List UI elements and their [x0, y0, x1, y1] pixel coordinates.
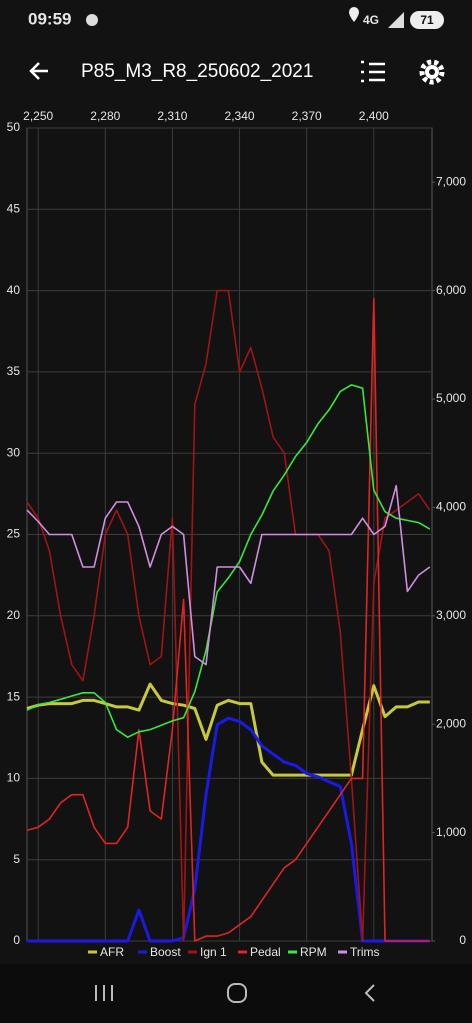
y-tick-label: 35	[7, 364, 21, 378]
y-tick-label: 0	[13, 933, 20, 947]
legend-label: Boost	[150, 945, 181, 959]
notification-icon	[86, 14, 98, 26]
y-tick-label: 45	[7, 201, 21, 215]
app-title: P85_M3_R8_250602_2021	[81, 61, 313, 82]
x-tick-label: 2,280	[90, 109, 120, 123]
y2-tick-label: 2,000	[436, 716, 466, 730]
nav-bar	[0, 964, 472, 1023]
y-tick-label: 20	[7, 608, 21, 622]
y-tick-label: 10	[7, 771, 21, 785]
status-time: 09:59	[28, 9, 71, 28]
back-button[interactable]	[29, 62, 48, 80]
legend-label: Ign 1	[200, 945, 227, 959]
y-tick-label: 25	[7, 527, 21, 541]
back-nav-button[interactable]	[364, 984, 375, 1002]
y2-tick-label: 0	[459, 933, 466, 947]
battery-icon	[410, 11, 444, 29]
y2-tick-label: 6,000	[436, 283, 466, 297]
home-button[interactable]	[227, 983, 247, 1003]
series-line	[26, 289, 431, 942]
y2-tick-label: 5,000	[436, 391, 466, 405]
settings-button[interactable]	[419, 59, 445, 85]
legend-label: RPM	[300, 945, 327, 959]
y-tick-label: 50	[7, 120, 21, 134]
list-button[interactable]	[361, 60, 385, 83]
y-tick-label: 40	[7, 283, 21, 297]
series-line	[26, 384, 431, 738]
series-line	[26, 297, 430, 942]
x-tick-label: 2,370	[292, 109, 322, 123]
x-tick-label: 2,340	[225, 109, 255, 123]
y-tick-label: 5	[13, 852, 20, 866]
network-label: 4G	[363, 13, 379, 27]
y2-tick-label: 1,000	[436, 825, 466, 839]
y-tick-label: 15	[7, 689, 21, 703]
y2-tick-label: 3,000	[436, 608, 466, 622]
legend-label: AFR	[100, 945, 124, 959]
plot: 0 5 10 15 20 25 30 35 40 45 50 0 1,000 2,000 3,000 4,00…	[7, 109, 467, 959]
x-tick-label: 2,250	[23, 109, 53, 123]
location-icon	[349, 7, 359, 22]
recents-button[interactable]	[95, 985, 113, 1001]
x-tick-label: 2,310	[157, 109, 187, 123]
signal-icon	[388, 12, 404, 28]
x-tick-label: 2,400	[359, 109, 389, 123]
legend-label: Trims	[350, 945, 380, 959]
y2-tick-label: 7,000	[436, 174, 466, 188]
series-line	[26, 484, 431, 666]
battery-level: 71	[420, 13, 434, 27]
series-line	[26, 682, 430, 777]
y2-tick-label: 4,000	[436, 500, 466, 514]
legend-label: Pedal	[250, 945, 281, 959]
y-tick-label: 30	[7, 445, 21, 459]
